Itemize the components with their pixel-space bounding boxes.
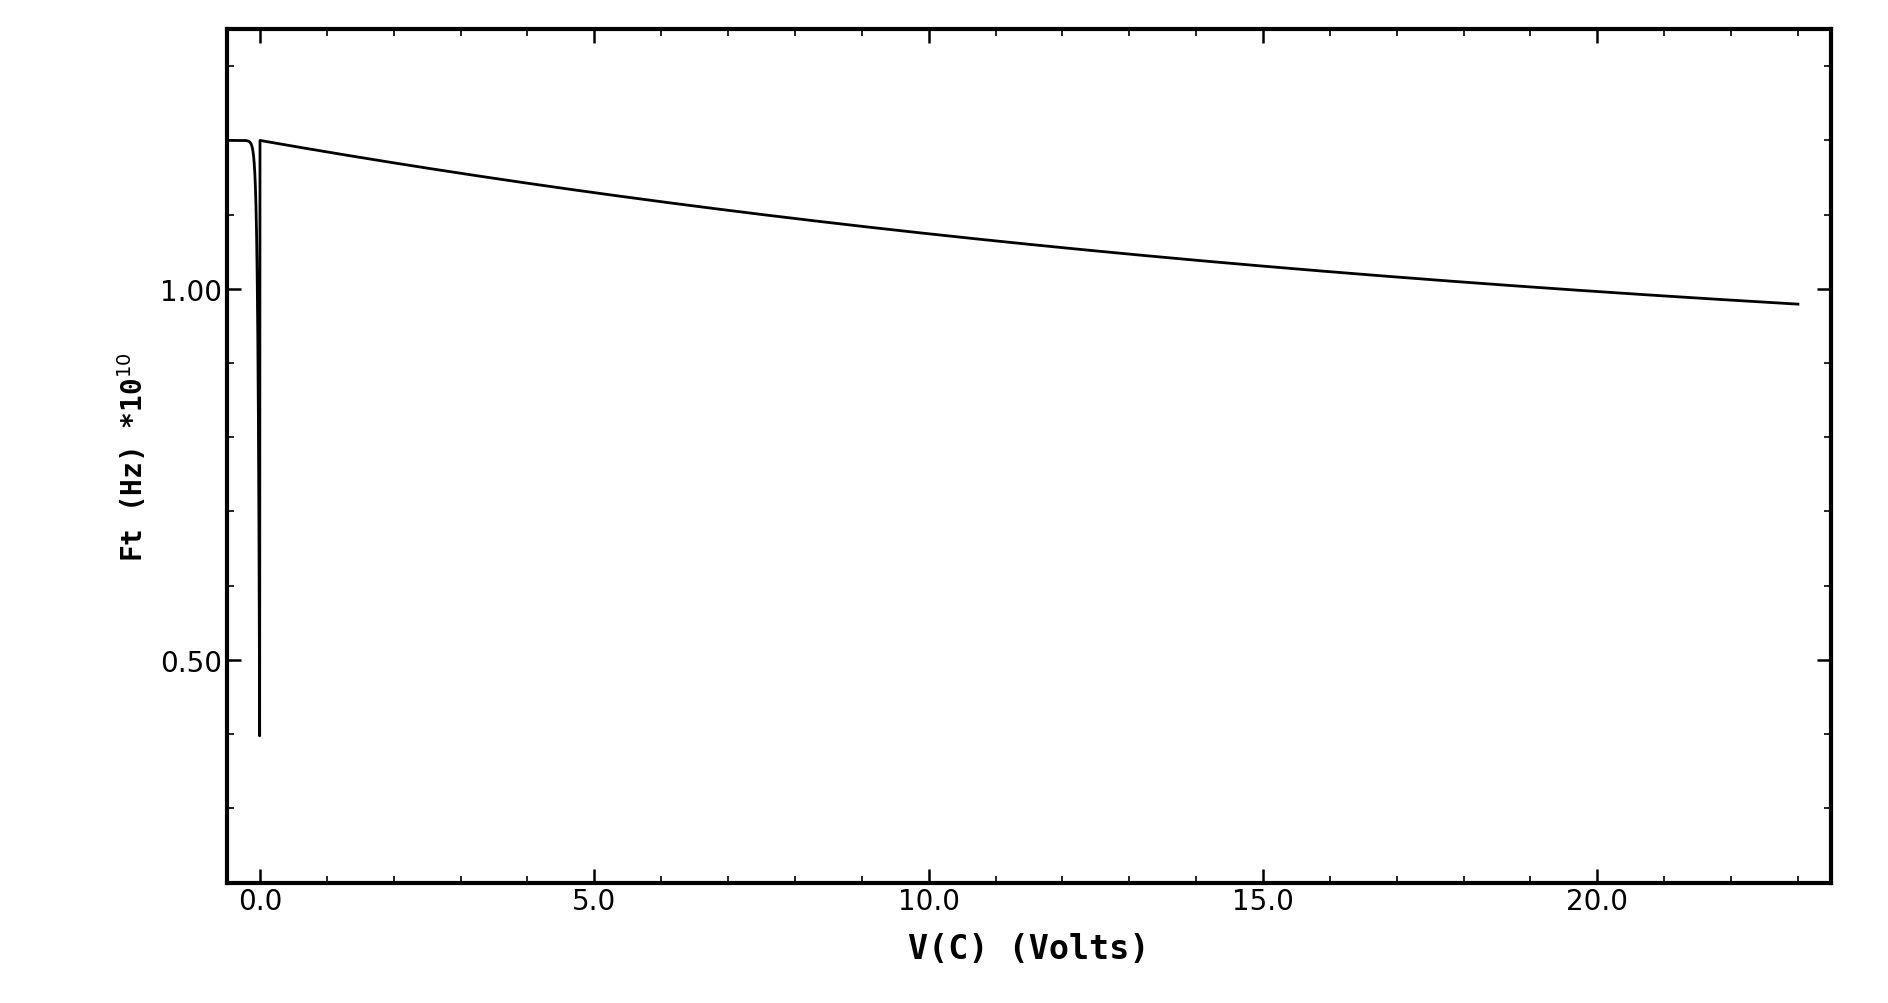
Y-axis label: Ft (Hz) *10$^{10}$: Ft (Hz) *10$^{10}$ [115,352,149,561]
X-axis label: V(C) (Volts): V(C) (Volts) [908,932,1150,965]
